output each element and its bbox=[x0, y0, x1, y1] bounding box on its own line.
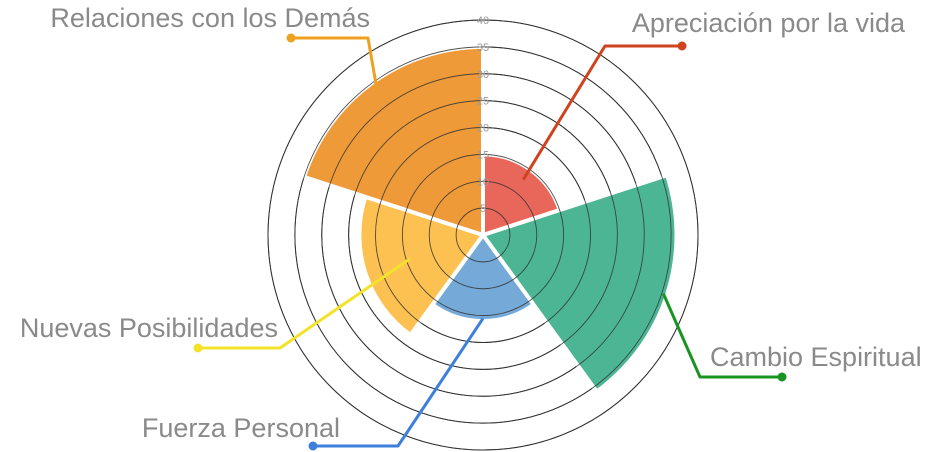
leader-dot-4 bbox=[193, 343, 203, 353]
sectors bbox=[267, 19, 699, 451]
leader-line-1 bbox=[522, 44, 682, 181]
leader-dot-1 bbox=[677, 41, 687, 51]
leader-lines bbox=[193, 33, 787, 451]
tick-label-10: 10 bbox=[477, 176, 489, 188]
tick-label-20: 20 bbox=[477, 123, 489, 135]
leader-line-3 bbox=[313, 317, 485, 448]
category-labels: Apreciación por la vida Cambio Espiritual… bbox=[20, 3, 922, 443]
tick-label-35: 35 bbox=[477, 42, 489, 54]
category-label-2: Cambio Espiritual bbox=[710, 342, 922, 372]
grid-overlay-circle-20 bbox=[375, 127, 591, 343]
grid-overlay-circle-10 bbox=[428, 180, 538, 290]
tick-label-15: 15 bbox=[477, 149, 489, 161]
leader-dot-3 bbox=[308, 441, 318, 451]
tick-label-25: 25 bbox=[477, 96, 489, 108]
grid-overlay-circle-30 bbox=[321, 73, 645, 397]
radial-ticks: 5 10 15 20 25 30 35 40 bbox=[477, 15, 489, 215]
leader-dot-5 bbox=[286, 33, 296, 43]
tick-label-5: 5 bbox=[480, 203, 486, 215]
sector-2 bbox=[479, 172, 679, 395]
sector-5 bbox=[301, 44, 485, 238]
leader-line-2 bbox=[661, 292, 782, 379]
tick-label-30: 30 bbox=[477, 69, 489, 81]
grid-overlay-circle-40 bbox=[267, 19, 699, 451]
leader-line-4 bbox=[198, 257, 411, 350]
leader-line-5 bbox=[291, 36, 379, 90]
category-label-3: Fuerza Personal bbox=[142, 413, 340, 443]
tick-label-40: 40 bbox=[477, 15, 489, 27]
category-label-1: Apreciación por la vida bbox=[632, 8, 906, 38]
category-label-4: Nuevas Posibilidades bbox=[20, 313, 278, 343]
grid-overlay-circle-5 bbox=[455, 207, 511, 263]
grid-overlay-circle-35 bbox=[294, 46, 672, 424]
grid-overlay-circle-15 bbox=[401, 153, 565, 317]
leader-dot-2 bbox=[777, 372, 787, 382]
grid-overlay-circle-25 bbox=[348, 100, 618, 370]
category-label-5: Relaciones con los Demás bbox=[50, 3, 370, 33]
sector-4 bbox=[357, 194, 487, 338]
